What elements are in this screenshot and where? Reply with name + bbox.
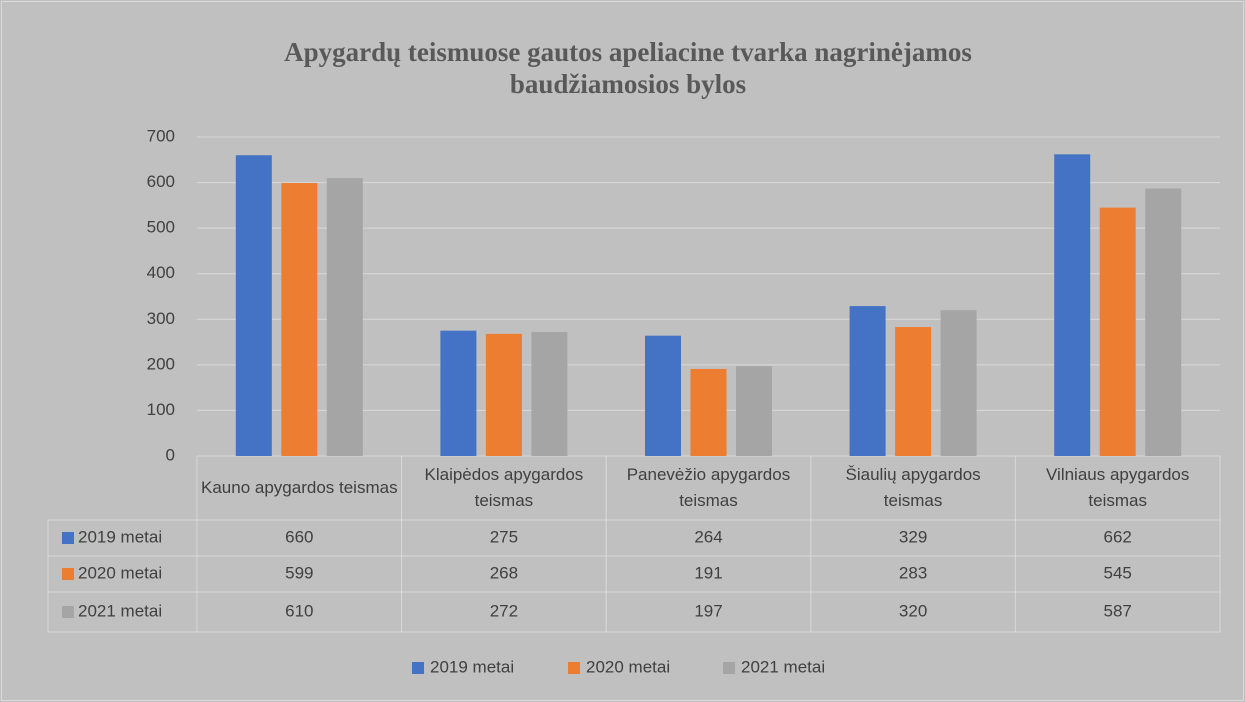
bar bbox=[690, 368, 727, 456]
table-value: 191 bbox=[694, 563, 722, 582]
x-tick-label: Panevėžio apygardos teismas bbox=[626, 465, 791, 510]
y-tick-label: 600 bbox=[147, 172, 175, 191]
bar bbox=[326, 178, 363, 456]
bar bbox=[736, 366, 772, 456]
bar bbox=[895, 327, 932, 456]
table-value: 197 bbox=[694, 601, 722, 620]
table-value: 329 bbox=[899, 527, 927, 546]
bar bbox=[1054, 154, 1091, 456]
table-value: 264 bbox=[694, 527, 722, 546]
x-tick-label: Kauno apygardos teismas bbox=[201, 478, 398, 497]
bar bbox=[645, 335, 681, 456]
table-value: 320 bbox=[899, 601, 927, 620]
table-value: 275 bbox=[490, 527, 518, 546]
y-tick-label: 200 bbox=[147, 354, 175, 373]
table-row-label: 2019 metai bbox=[78, 527, 162, 546]
table-value: 283 bbox=[899, 563, 927, 582]
y-tick-label: 700 bbox=[147, 126, 175, 145]
legend-label: 2021 metai bbox=[741, 657, 825, 676]
legend-swatch bbox=[412, 662, 424, 674]
table-value: 545 bbox=[1104, 563, 1132, 582]
bar bbox=[485, 333, 522, 456]
x-tick-label: Šiaulių apygardos teismas bbox=[845, 465, 981, 510]
bar bbox=[849, 306, 886, 456]
table-legend-swatch bbox=[62, 532, 74, 544]
legend-swatch bbox=[568, 662, 580, 674]
y-tick-label: 100 bbox=[147, 400, 175, 419]
bar bbox=[940, 310, 977, 456]
table-row-label: 2020 metai bbox=[78, 563, 162, 582]
table-legend-swatch bbox=[62, 568, 74, 580]
legend-swatch bbox=[723, 662, 735, 674]
bar bbox=[440, 330, 477, 456]
table-value: 272 bbox=[490, 601, 518, 620]
bar bbox=[1145, 188, 1182, 456]
table-value: 662 bbox=[1104, 527, 1132, 546]
legend-label: 2019 metai bbox=[430, 657, 514, 676]
table-legend-swatch bbox=[62, 606, 74, 618]
table-value: 599 bbox=[285, 563, 313, 582]
bar bbox=[531, 332, 568, 456]
y-tick-label: 0 bbox=[166, 445, 175, 464]
table-value: 660 bbox=[285, 527, 313, 546]
legend-label: 2020 metai bbox=[586, 657, 670, 676]
y-tick-label: 300 bbox=[147, 309, 175, 328]
y-tick-label: 400 bbox=[147, 263, 175, 282]
x-tick-label: Klaipėdos apygardos teismas bbox=[424, 465, 584, 510]
y-tick-label: 500 bbox=[147, 218, 175, 237]
bar bbox=[1099, 207, 1136, 456]
chart-title: Apygardų teismuose gautos apeliacine tva… bbox=[284, 37, 972, 99]
bar bbox=[235, 155, 272, 456]
x-tick-label: Vilniaus apygardos teismas bbox=[1046, 465, 1190, 510]
table-value: 610 bbox=[285, 601, 313, 620]
bar bbox=[281, 183, 318, 456]
table-value: 587 bbox=[1104, 601, 1132, 620]
table-row-label: 2021 metai bbox=[78, 601, 162, 620]
table-value: 268 bbox=[490, 563, 518, 582]
